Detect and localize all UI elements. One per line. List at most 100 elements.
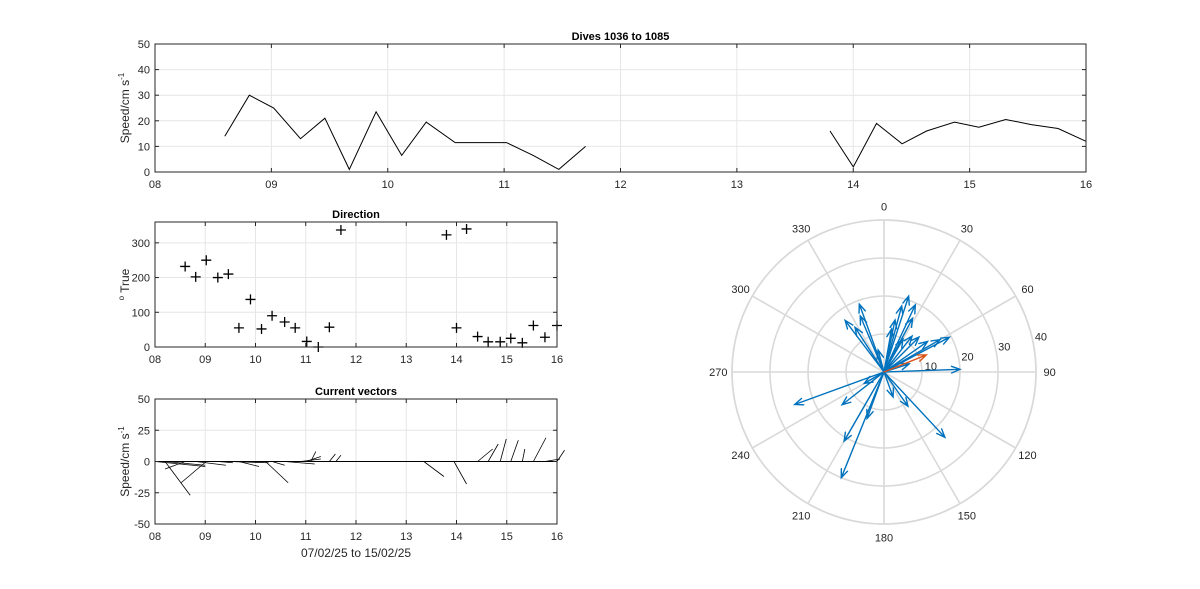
speed-series-line-1: [224, 94, 586, 171]
x-tick-label: 16: [1080, 179, 1092, 191]
current-vector: [477, 448, 493, 462]
compass-arrow: [883, 334, 914, 373]
compass-arrow: [883, 371, 895, 399]
y-axis-label-text: Speed/cm s: [118, 80, 132, 143]
y-tick-label: 0: [144, 342, 150, 354]
polar-spoke: [751, 295, 885, 373]
x-tick-label: 11: [300, 531, 311, 543]
y-tick-label: 0: [144, 457, 150, 469]
compass-polar-chart: 0 30 60 90 120 150 180 210 240 270 300 330 10 20 30 40: [709, 201, 1056, 544]
y-tick-label: -50: [134, 519, 150, 531]
y-tick-label: 40: [138, 65, 150, 77]
current-vector: [544, 458, 561, 462]
direction-point: [441, 229, 452, 240]
theta-label: 210: [792, 510, 810, 522]
current-vector: [453, 461, 467, 485]
current-vector: [305, 456, 321, 462]
y-tick-label: 30: [138, 90, 150, 102]
speed-series-line-2: [829, 118, 1087, 168]
y-axis-label-text: True: [118, 268, 132, 293]
x-tick-label: 09: [199, 531, 211, 543]
direction-point: [461, 223, 472, 234]
theta-label: 300: [731, 284, 749, 296]
current-vector: [164, 461, 186, 470]
direction-point: [290, 322, 301, 333]
current-vector: [217, 461, 233, 464]
direction-point: [495, 336, 506, 347]
compass-arrow: [858, 302, 885, 373]
compass-arrow: [840, 371, 885, 480]
current-vector: [228, 461, 269, 464]
direction-point: [212, 272, 223, 283]
direction-point: [517, 337, 528, 348]
x-tick-label: 12: [614, 179, 626, 191]
chart-title: Dives 1036 to 1085: [572, 31, 670, 43]
x-tick-label: 08: [149, 179, 161, 191]
polar-spoke: [883, 371, 961, 505]
x-tick-label: 15: [964, 179, 976, 191]
current-vector: [180, 461, 207, 484]
y-tick-label: 10: [138, 141, 150, 153]
current-vector: [284, 461, 315, 465]
x-tick-label: 16: [551, 354, 563, 366]
direction-point: [245, 294, 256, 305]
compass-arrow: [883, 340, 930, 373]
y-tick-label: -25: [134, 488, 150, 500]
direction-point: [335, 224, 346, 235]
x-tick-label: 13: [400, 531, 412, 543]
y-axis-label: Speed/cm s-1: [117, 426, 132, 497]
compass-arrow: [853, 325, 885, 373]
y-tick-label: 50: [138, 39, 150, 51]
x-tick-label: 10: [249, 354, 261, 366]
direction-point: [267, 310, 278, 321]
x-tick-label: 14: [450, 354, 462, 366]
direction-scatter-chart: 08 09 10 11 12 13 14 15 16 0 100 200 300 Direction o…: [117, 209, 563, 366]
current-vector: [271, 461, 285, 466]
theta-label: 180: [875, 533, 893, 545]
compass-arrow: [883, 371, 947, 439]
y-tick-label: 50: [138, 394, 150, 406]
compass-arrow: [843, 371, 885, 443]
x-tick-label: 08: [149, 354, 161, 366]
compass-arrow: [883, 365, 962, 374]
compass-arrow: [876, 348, 885, 373]
compass-arrow: [883, 316, 914, 373]
current-vector: [556, 450, 565, 462]
x-tick-label: 10: [249, 531, 261, 543]
current-vector: [165, 461, 206, 466]
direction-point: [180, 261, 191, 272]
theta-label: 150: [958, 510, 976, 522]
x-tick-label: 16: [551, 531, 563, 543]
theta-label: 120: [1018, 450, 1036, 462]
current-vector: [310, 451, 317, 462]
x-axis-label: 07/02/25 to 15/02/25: [301, 546, 411, 560]
current-vector: [423, 461, 445, 477]
x-tick-label: 12: [350, 354, 362, 366]
x-tick-label: 09: [199, 354, 211, 366]
radius-label: 30: [998, 341, 1010, 353]
x-tick-label: 15: [501, 531, 513, 543]
polar-spoke: [807, 239, 885, 373]
compass-arrow: [862, 371, 885, 385]
radius-label: 20: [961, 351, 973, 363]
y-axis-label-text: Speed/cm s: [118, 433, 132, 496]
x-tick-label: 11: [498, 179, 509, 191]
x-tick-label: 11: [300, 354, 311, 366]
y-tick-label: 0: [144, 167, 150, 179]
direction-point: [301, 336, 312, 347]
direction-point: [505, 333, 516, 344]
theta-label: 0: [881, 201, 887, 213]
y-tick-label: 25: [138, 425, 150, 437]
direction-point: [539, 332, 550, 343]
compass-arrow: [843, 318, 885, 373]
current-vector: [499, 438, 507, 462]
x-tick-label: 10: [382, 179, 394, 191]
theta-label: 30: [961, 224, 973, 236]
direction-point: [483, 336, 494, 347]
direction-point: [233, 322, 244, 333]
speed-time-series-chart: 08 09 10 11 12 13 14 15 16 0 10 20 30 40 50 Dives 1036…: [117, 31, 1092, 191]
x-tick-label: 08: [149, 531, 161, 543]
theta-label: 270: [709, 367, 727, 379]
direction-point: [256, 323, 267, 334]
